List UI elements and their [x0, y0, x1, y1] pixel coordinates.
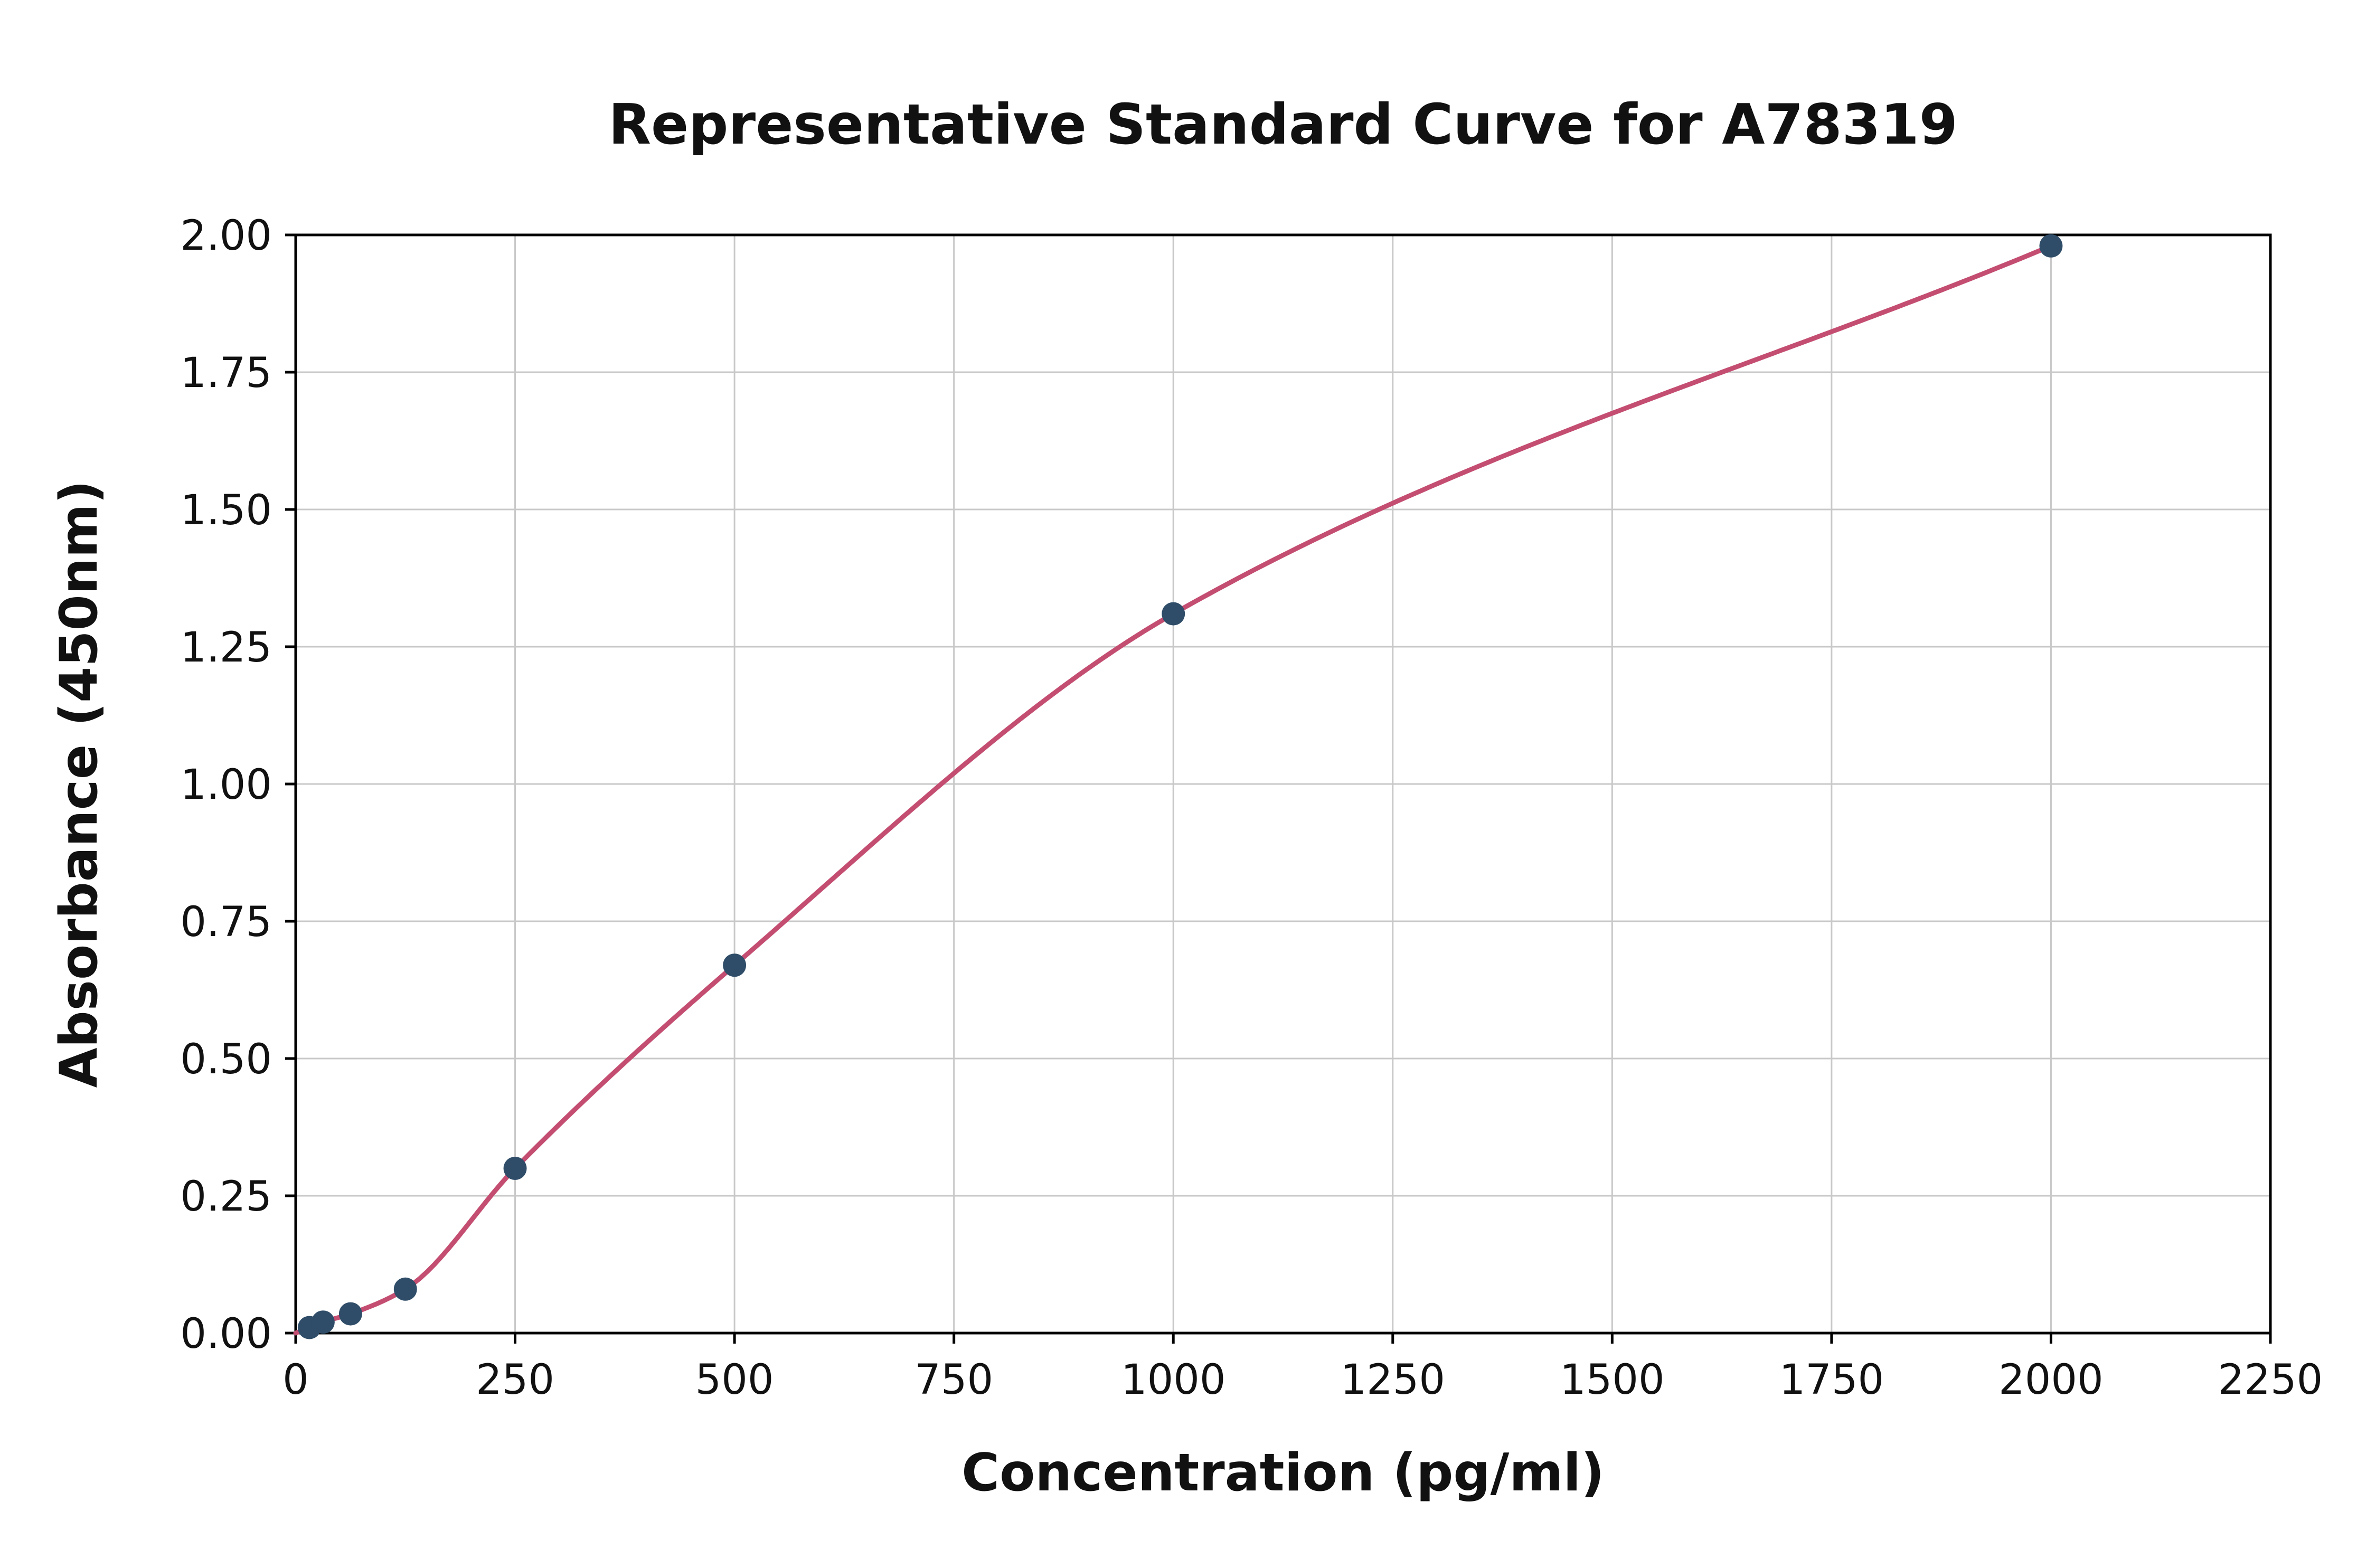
- y-tick-label: 2.00: [180, 212, 272, 260]
- x-tick-label: 750: [914, 1356, 993, 1404]
- chart-title: Representative Standard Curve for A78319: [608, 92, 1958, 157]
- x-tick-label: 1250: [1341, 1356, 1446, 1404]
- x-axis-label: Concentration (pg/ml): [961, 1443, 1605, 1503]
- data-point: [338, 1302, 362, 1326]
- x-tick-label: 1000: [1121, 1356, 1226, 1404]
- data-point: [1162, 602, 1185, 626]
- data-point: [311, 1310, 335, 1334]
- y-tick-label: 0.50: [180, 1036, 272, 1083]
- x-tick-label: 500: [695, 1356, 774, 1404]
- x-tick-label: 0: [282, 1356, 309, 1404]
- x-tick-label: 250: [476, 1356, 554, 1404]
- x-tick-label: 2250: [2218, 1356, 2323, 1404]
- y-tick-label: 0.25: [180, 1173, 272, 1221]
- y-tick-label: 1.00: [180, 761, 272, 809]
- x-tick-label: 2000: [1998, 1356, 2104, 1404]
- y-tick-label: 1.25: [180, 624, 272, 672]
- data-point: [723, 953, 747, 977]
- data-point: [2039, 234, 2063, 258]
- y-tick-label: 1.75: [180, 350, 272, 397]
- y-tick-label: 1.50: [180, 487, 272, 534]
- y-tick-label: 0.00: [180, 1310, 272, 1358]
- data-point: [503, 1157, 527, 1180]
- data-point: [393, 1277, 417, 1301]
- x-tick-label: 1500: [1560, 1356, 1665, 1404]
- y-tick-label: 0.75: [180, 899, 272, 946]
- x-tick-label: 1750: [1779, 1356, 1884, 1404]
